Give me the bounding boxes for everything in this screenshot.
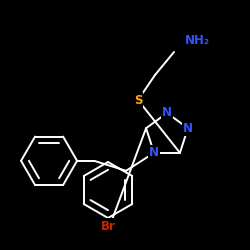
- Text: N: N: [183, 122, 193, 135]
- Text: NH₂: NH₂: [185, 34, 210, 46]
- Text: N: N: [149, 146, 159, 159]
- Text: N: N: [162, 106, 172, 120]
- Text: S: S: [134, 94, 142, 106]
- Text: Br: Br: [100, 220, 116, 232]
